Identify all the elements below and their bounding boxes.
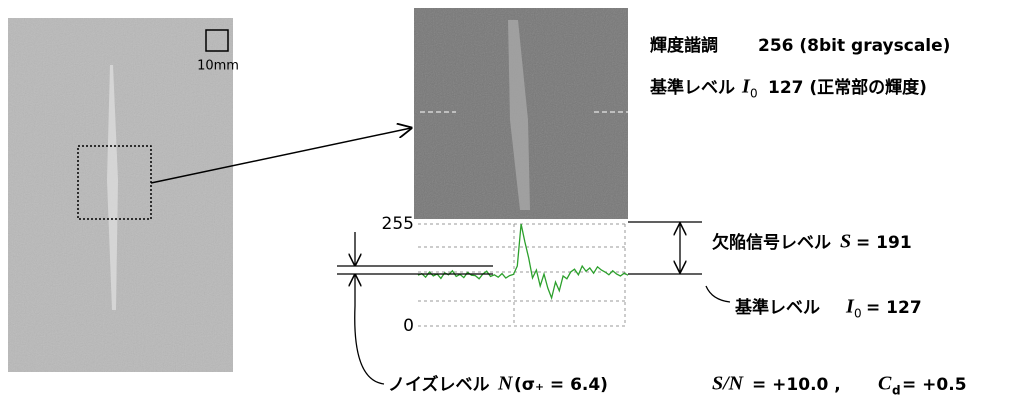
info-value: 127 (正常部の輝度) — [768, 77, 927, 98]
cd-value: = +0.5 — [902, 375, 967, 395]
noise-symbol: N — [497, 373, 514, 395]
info-sub: 0 — [750, 87, 758, 101]
leader — [355, 306, 384, 384]
signal-profile — [418, 224, 628, 298]
sn-symbol: S/N — [712, 373, 745, 395]
scale-label: 10mm — [197, 59, 239, 74]
signal-value: = 191 — [856, 233, 912, 253]
info-value: 256 (8bit grayscale) — [758, 36, 950, 56]
signal-symbol: S — [840, 231, 851, 253]
noise-value: (σ₊ = 6.4) — [514, 375, 608, 395]
profile-chart: 0 255 — [382, 214, 628, 336]
info-label: 基準レベル — [649, 77, 735, 98]
base-label: 基準レベル — [734, 297, 820, 318]
noise-label: ノイズレベル — [388, 374, 490, 395]
info-label: 輝度諧調 — [650, 35, 718, 56]
cd-sub: d — [892, 384, 901, 398]
sn-value: = +10.0 , — [752, 375, 841, 395]
figure: 10mm 輝度諧調 256 (8bit grayscale) 基準レベル I 0… — [0, 0, 1015, 401]
leader — [706, 286, 730, 302]
page: 10mm 輝度諧調 256 (8bit grayscale) 基準レベル I 0… — [0, 0, 1015, 401]
y-tick-label: 255 — [382, 214, 414, 234]
cd-symbol: C — [878, 373, 892, 395]
base-sub: 0 — [854, 307, 862, 321]
y-tick-label: 0 — [403, 316, 414, 336]
signal-label: 欠陥信号レベル — [712, 232, 831, 253]
base-value: = 127 — [866, 298, 922, 318]
